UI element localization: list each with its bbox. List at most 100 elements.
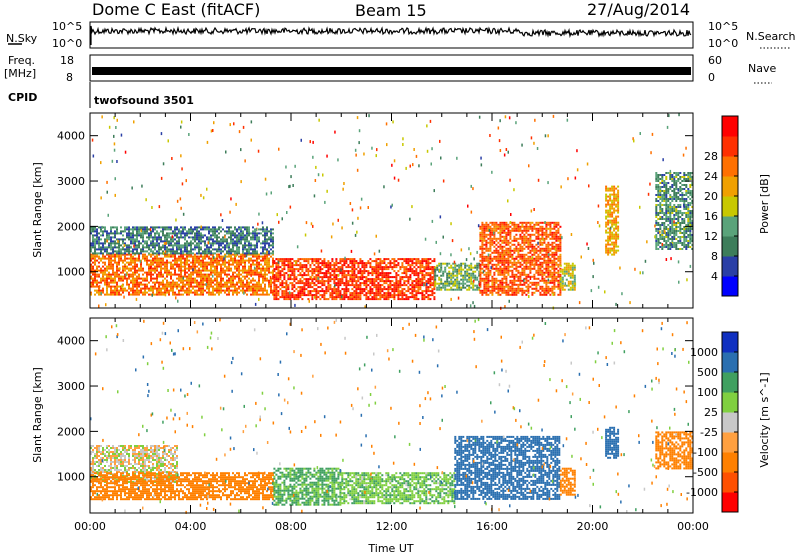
heatmap-cell [476,264,479,267]
heatmap-cell [523,247,526,250]
heatmap-cell [108,285,110,288]
heatmap-cell [168,291,170,294]
heatmap-cell [297,264,300,267]
heatmap-cell [96,285,98,288]
heatmap-cell [517,283,520,286]
heatmap-cell [90,246,92,249]
heatmap-cell [307,270,310,273]
heatmap-cell [535,251,538,254]
heatmap-cell [242,261,244,264]
heatmap-cell [144,232,146,235]
heatmap-cell [299,294,302,297]
heatmap-cell [559,273,562,276]
heatmap-cell [244,277,246,280]
heatmap-cell [226,232,228,235]
heatmap-cell [158,289,160,292]
heatmap-cell [94,226,96,229]
heatmap-cell [260,242,262,245]
heatmap-cell [519,221,522,224]
heatmap-cell [154,255,156,258]
heatmap-cell [363,276,366,279]
heatmap-cell [559,287,562,290]
heatmap-cell [349,274,352,277]
heatmap-cell [150,234,152,237]
heatmap-cell [252,289,254,292]
heatmap-cell [357,284,360,287]
heatmap-cell [497,227,500,230]
heatmap-cell [353,284,356,287]
heatmap-cell [250,253,252,256]
heatmap-cell [268,250,270,253]
heatmap-cell [495,263,498,266]
heatmap-cell [499,293,502,296]
heatmap-cell [110,277,112,280]
heatmap-cell [226,283,228,286]
heatmap-cell [427,258,430,261]
heatmap-cell [244,263,246,266]
heatmap-cell [411,280,414,283]
heatmap-cell [557,255,560,258]
heatmap-cell [521,289,524,292]
heatmap-cell [341,264,344,267]
heatmap-cell [491,233,494,236]
heatmap-cell [281,258,284,261]
heatmap-cell [242,234,244,237]
heatmap-cell [527,273,530,276]
heatmap-cell [144,289,146,292]
heatmap-cell [355,274,358,277]
heatmap-cell [523,239,526,242]
heatmap-cell [438,284,441,287]
heatmap-cell [180,255,182,258]
heatmap-cell [411,282,414,285]
heatmap-cell [160,269,162,272]
heatmap-cell [493,223,496,226]
heatmap-cell [182,289,184,292]
heatmap-cell [559,233,562,236]
heatmap-cell [448,266,451,269]
heatmap-cell [180,234,182,237]
heatmap-cell [262,228,264,231]
heatmap-cell [240,226,242,229]
heatmap-cell [220,255,222,258]
heatmap-cell [126,234,128,237]
heatmap-cell [553,241,556,244]
heatmap-cell [148,228,150,231]
heatmap-cell [509,235,512,238]
heatmap-cell [317,260,320,263]
heatmap-cell [407,268,410,271]
heatmap-cell [198,283,200,286]
heatmap-cell [539,257,542,260]
heatmap-cell [297,280,300,283]
heatmap-cell [460,274,463,277]
heatmap-cell [108,277,110,280]
heatmap-cell [373,280,376,283]
heatmap-cell [345,258,348,261]
heatmap-cell [479,225,482,228]
heatmap-cell [483,269,486,272]
heatmap-cell [543,289,546,292]
heatmap-cell [174,230,176,233]
heatmap-cell [295,278,298,281]
heatmap-cell [252,259,254,262]
heatmap-cell [363,266,366,269]
heatmap-cell [525,259,528,262]
heatmap-cell [154,271,156,274]
heatmap-cell [481,293,484,296]
heatmap-cell [262,240,264,243]
heatmap-cell [96,291,98,294]
heatmap-cell [481,223,484,226]
heatmap-cell [299,278,302,281]
heatmap-cell [126,228,128,231]
heatmap-cell [218,287,220,290]
heatmap-cell [483,287,486,290]
heatmap-cell [246,289,248,292]
heatmap-cell [277,266,280,269]
heatmap-cell [485,271,488,274]
heatmap-cell [112,232,114,235]
heatmap-cell [321,296,324,299]
heatmap-cell [287,260,290,263]
heatmap-cell [313,290,316,293]
heatmap-cell [285,290,288,293]
heatmap-cell [186,279,188,282]
heatmap-cell [112,242,114,245]
